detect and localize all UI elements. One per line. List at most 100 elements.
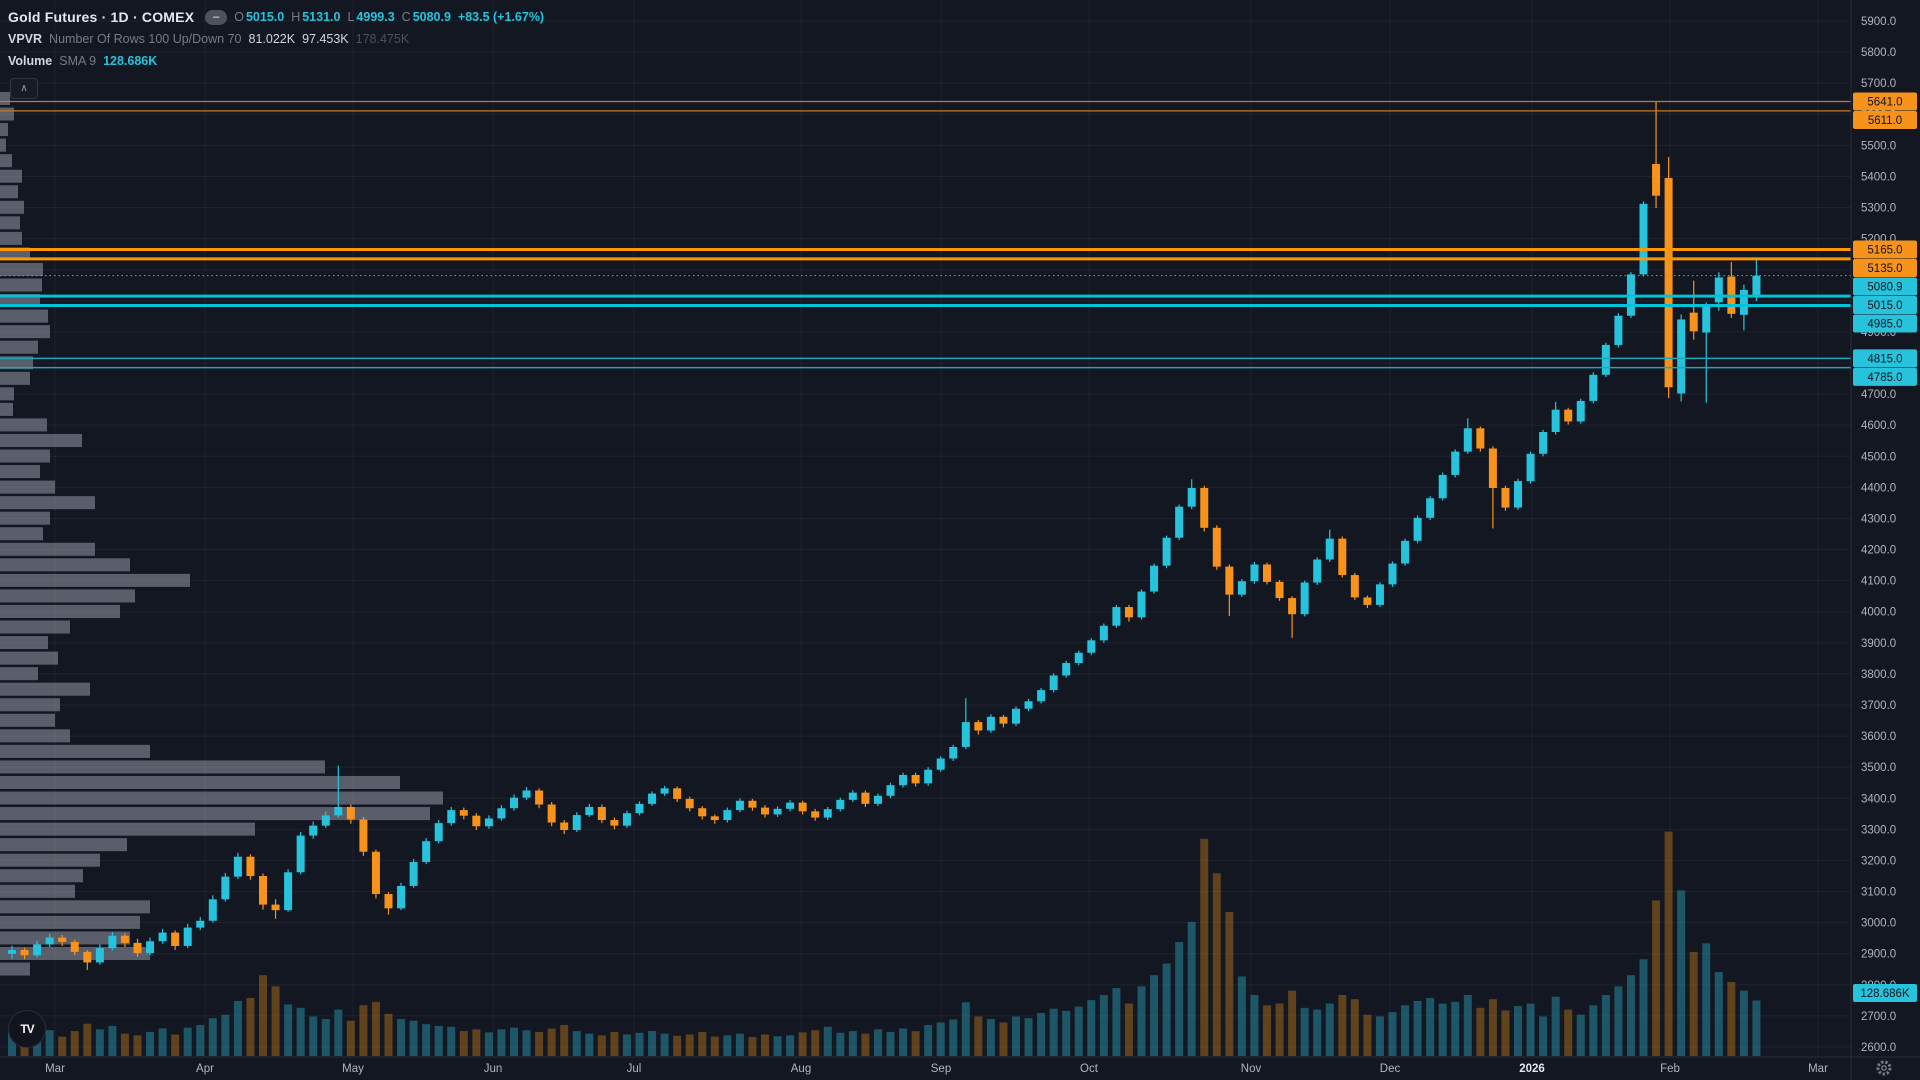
candle-body (359, 819, 368, 852)
volume-profile-bar (0, 107, 14, 121)
candle-body (723, 810, 732, 821)
candle-body (1388, 563, 1397, 585)
high-value: 5131.0 (302, 10, 341, 24)
candle-body (1212, 527, 1221, 567)
candle-body (1413, 517, 1422, 541)
volume-profile-bar (0, 138, 6, 152)
volume-profile-bar (0, 915, 140, 929)
price-badge-label: 4985.0 (1867, 319, 1902, 331)
volume-bar (70, 1031, 79, 1056)
candle-body (1300, 582, 1309, 615)
volume-profile-bar (0, 169, 22, 183)
volume-bar (535, 1031, 544, 1056)
volume-profile-bar (0, 838, 127, 852)
volume-bar (1162, 963, 1171, 1056)
candle-body (1375, 584, 1384, 605)
volume-bar (321, 1019, 330, 1056)
vpvr-name[interactable]: VPVR (8, 32, 43, 46)
volume-profile-bar (0, 91, 10, 105)
price-level-badge[interactable] (1853, 259, 1917, 278)
volume-profile-bar (0, 698, 60, 712)
volume-indicator-row[interactable]: Volume SMA 9 128.686K (8, 50, 544, 72)
volume-profile-bar (0, 387, 14, 401)
volume-bar (1639, 959, 1648, 1056)
price-level-badge[interactable] (1853, 367, 1917, 386)
price-level-badge[interactable] (1853, 277, 1917, 296)
candle-body (120, 935, 129, 943)
volume-bar (221, 1014, 230, 1056)
volume-profile-bar (0, 807, 430, 821)
volume-bar (1313, 1009, 1322, 1056)
volume-bar (1438, 1003, 1447, 1056)
price-level-badge[interactable] (1853, 349, 1917, 368)
vpvr-indicator-row[interactable]: VPVR Number Of Rows 100 Up/Down 70 81.02… (8, 28, 544, 50)
price-badge-label: 4815.0 (1867, 353, 1902, 365)
candle-body (1576, 400, 1585, 422)
volume-bar (622, 1034, 631, 1056)
volume-bar (409, 1020, 418, 1056)
price-level-badge[interactable] (1853, 314, 1917, 333)
time-tick-label: 2026 (1519, 1063, 1545, 1075)
volume-bar (208, 1018, 217, 1056)
volume-bar (83, 1023, 92, 1056)
candle-body (1752, 275, 1761, 297)
symbol-title[interactable]: Gold Futures · 1D · COMEX (8, 9, 195, 25)
volume-bar (1325, 1003, 1334, 1056)
volume-bar (660, 1033, 669, 1056)
volume-bar (1150, 975, 1159, 1056)
price-badge-label: 5015.0 (1867, 300, 1902, 312)
candle-body (961, 722, 970, 747)
hide-series-icon[interactable]: – (205, 9, 228, 25)
symbol-row[interactable]: Gold Futures · 1D · COMEX – O 5015.0 H 513… (8, 6, 544, 28)
volume-bar (158, 1028, 167, 1056)
price-tick-label: 4400.0 (1861, 482, 1896, 494)
volume-bar (560, 1025, 569, 1056)
candle-body (58, 937, 67, 942)
settings-gear-icon[interactable] (1881, 1065, 1887, 1071)
legend-collapse-button[interactable]: ∧ (10, 78, 38, 99)
settings-gear-icon[interactable] (1876, 1060, 1892, 1076)
candle-body (1526, 453, 1535, 482)
candle-body (1175, 506, 1184, 538)
price-level-badge[interactable] (1853, 296, 1917, 315)
tradingview-logo[interactable]: TV (8, 1010, 46, 1048)
price-tick-label: 4700.0 (1861, 389, 1896, 401)
volume-bar (1401, 1005, 1410, 1056)
volume-bar (1300, 1007, 1309, 1056)
vpvr-value-3: 178.475K (355, 32, 410, 46)
candle-body (1664, 178, 1673, 388)
price-tick-label: 5700.0 (1861, 78, 1896, 90)
price-level-badge[interactable] (1853, 111, 1917, 130)
price-tick-label: 3700.0 (1861, 700, 1896, 712)
volume-bar (1426, 997, 1435, 1056)
candle-body (384, 894, 393, 909)
candle-body (560, 822, 569, 830)
volume-profile-bar (0, 356, 33, 370)
volume-bar (748, 1037, 757, 1056)
volume-profile-bar (0, 900, 150, 914)
volume-profile-bar (0, 822, 255, 836)
volume-bar (1752, 1000, 1761, 1056)
candle-body (1037, 690, 1046, 702)
candle-body (597, 806, 606, 821)
volume-badge-label: 128.686K (1860, 988, 1910, 1000)
candle-body (1589, 374, 1598, 401)
candle-body (1363, 597, 1372, 605)
volume-bar (510, 1027, 518, 1056)
volume-bar (974, 1016, 983, 1056)
volume-profile-bar (0, 962, 30, 976)
price-level-badge[interactable] (1853, 240, 1917, 259)
candle-body (1237, 581, 1246, 595)
candle-body (510, 797, 518, 809)
volume-bar (1212, 873, 1221, 1056)
candle-body (1451, 451, 1460, 475)
price-level-badge[interactable] (1853, 92, 1917, 111)
candle-body (1288, 598, 1297, 615)
volume-bar (1739, 990, 1748, 1056)
volume-name[interactable]: Volume (8, 54, 53, 68)
volume-bar (472, 1029, 481, 1056)
high-label: H (291, 10, 301, 24)
candle-body (798, 802, 807, 812)
volume-sma-badge[interactable] (1853, 984, 1917, 1002)
